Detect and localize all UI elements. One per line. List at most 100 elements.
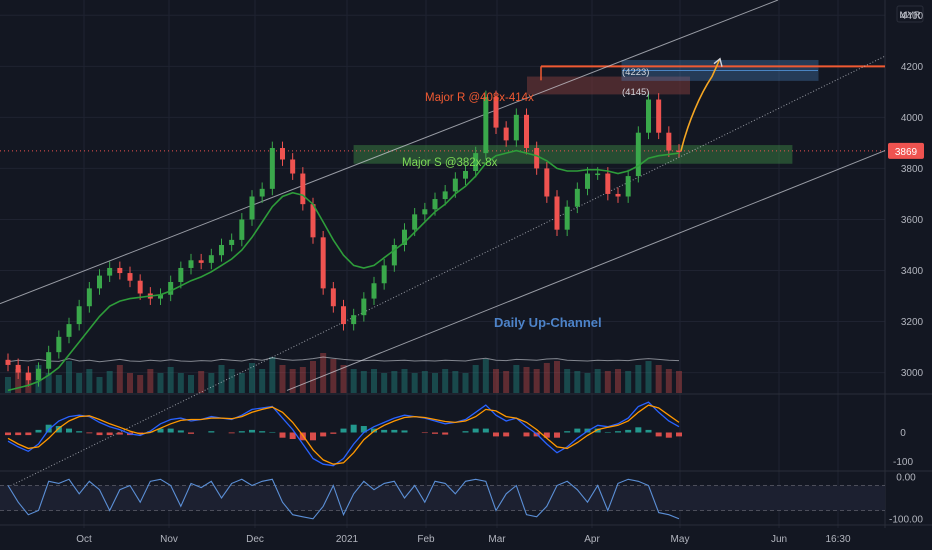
histogram-bar bbox=[137, 432, 144, 434]
x-tick-label: Mar bbox=[488, 534, 506, 545]
histogram-bar bbox=[676, 432, 682, 437]
candle-body bbox=[635, 132, 641, 177]
histogram-bar bbox=[401, 430, 408, 433]
volume-bar bbox=[238, 373, 245, 393]
volume-bar bbox=[391, 371, 398, 393]
histogram-bar bbox=[96, 432, 103, 436]
histogram-bar bbox=[55, 426, 62, 433]
candle-body bbox=[625, 176, 631, 197]
volume-bar bbox=[513, 365, 520, 393]
volume-bar bbox=[523, 367, 530, 393]
volume-bar bbox=[208, 373, 215, 393]
histogram-bar bbox=[66, 428, 72, 433]
volume-bar bbox=[15, 369, 22, 393]
candle-body bbox=[320, 237, 326, 289]
volume-bar bbox=[472, 365, 479, 393]
candle-body bbox=[76, 306, 82, 325]
x-tick-label: May bbox=[671, 534, 690, 545]
currency-badge[interactable] bbox=[896, 5, 924, 23]
volume-bar bbox=[371, 369, 377, 393]
candle-body bbox=[554, 196, 560, 230]
histogram-bar bbox=[259, 431, 266, 433]
y-tick-label: 3600 bbox=[901, 215, 924, 226]
histogram-bar bbox=[462, 431, 469, 433]
volume-bar bbox=[340, 365, 347, 393]
volume-bar bbox=[594, 369, 601, 393]
oscillator-line bbox=[7, 478, 680, 520]
volume-bar bbox=[401, 369, 408, 393]
histogram-bar bbox=[574, 428, 581, 433]
histogram-bar bbox=[269, 431, 276, 433]
volume-bar bbox=[676, 371, 682, 393]
histogram-bar bbox=[645, 429, 652, 433]
candle-body bbox=[513, 114, 519, 141]
candle-body bbox=[56, 336, 62, 353]
candle-body bbox=[310, 204, 316, 238]
candle-body bbox=[422, 209, 428, 215]
candle-body bbox=[280, 148, 285, 160]
y-tick-label: 4400 bbox=[901, 11, 924, 22]
histogram-bar bbox=[625, 429, 632, 433]
candle-body bbox=[656, 99, 662, 133]
volume-bar bbox=[289, 369, 296, 393]
histogram-bar bbox=[391, 429, 398, 433]
candle-body bbox=[300, 173, 306, 205]
channel-upper-line bbox=[0, 0, 779, 305]
candle-body bbox=[66, 324, 72, 337]
oscillator-band bbox=[0, 485, 885, 511]
histogram-bar bbox=[238, 431, 245, 433]
volume-bar bbox=[604, 371, 611, 393]
moving-average-line bbox=[7, 149, 680, 392]
histogram-bar bbox=[15, 432, 22, 436]
volume-bar bbox=[127, 373, 133, 393]
candle-body bbox=[483, 96, 489, 154]
last-price-badge bbox=[888, 142, 924, 159]
volume-bar bbox=[360, 371, 367, 393]
histogram-bar bbox=[228, 432, 235, 434]
x-tick-label: Dec bbox=[246, 534, 264, 545]
histogram-bar bbox=[594, 428, 601, 433]
x-tick-label: Apr bbox=[584, 534, 600, 545]
candle-body bbox=[330, 288, 336, 307]
candle-body bbox=[36, 368, 41, 381]
volume-bar bbox=[320, 353, 327, 393]
histogram-bar bbox=[45, 424, 52, 433]
histogram-bar bbox=[482, 428, 489, 433]
volume-bar bbox=[188, 375, 194, 393]
volume-bar bbox=[116, 365, 123, 393]
histogram-bar bbox=[5, 432, 11, 436]
volume-bar bbox=[167, 367, 174, 393]
volume-bar bbox=[45, 373, 52, 393]
histogram-bar bbox=[279, 432, 286, 438]
histogram-bar bbox=[208, 431, 215, 433]
histogram-bar bbox=[493, 432, 499, 437]
histogram-bar bbox=[25, 432, 32, 436]
oscillator-tick-label: 0.00 bbox=[896, 473, 916, 484]
macd-pane bbox=[5, 401, 682, 467]
macd-line bbox=[7, 401, 680, 467]
oscillator-tick-label: -100.00 bbox=[889, 514, 923, 525]
candle-body bbox=[5, 359, 11, 365]
volume-bar bbox=[96, 377, 103, 393]
histogram-bar bbox=[665, 432, 672, 438]
candle-body bbox=[198, 260, 204, 263]
y-tick-label: 4200 bbox=[901, 62, 924, 73]
channel-lower-line bbox=[286, 150, 886, 391]
histogram-bar bbox=[350, 424, 357, 433]
volume-bar bbox=[66, 361, 72, 393]
volume-bar bbox=[625, 371, 632, 393]
volume-bar bbox=[249, 363, 255, 393]
candle-body bbox=[585, 173, 590, 189]
histogram-bar bbox=[472, 428, 479, 433]
candle-body bbox=[168, 281, 174, 295]
volume-bar bbox=[147, 369, 154, 393]
candle-body bbox=[361, 298, 367, 316]
candle-body bbox=[646, 99, 651, 133]
histogram-bar bbox=[564, 431, 571, 433]
volume-bar bbox=[503, 371, 510, 393]
histogram-bar bbox=[330, 432, 337, 434]
candle-body bbox=[341, 306, 346, 325]
histogram-bar bbox=[310, 432, 316, 441]
y-tick-label: 3000 bbox=[901, 368, 924, 379]
